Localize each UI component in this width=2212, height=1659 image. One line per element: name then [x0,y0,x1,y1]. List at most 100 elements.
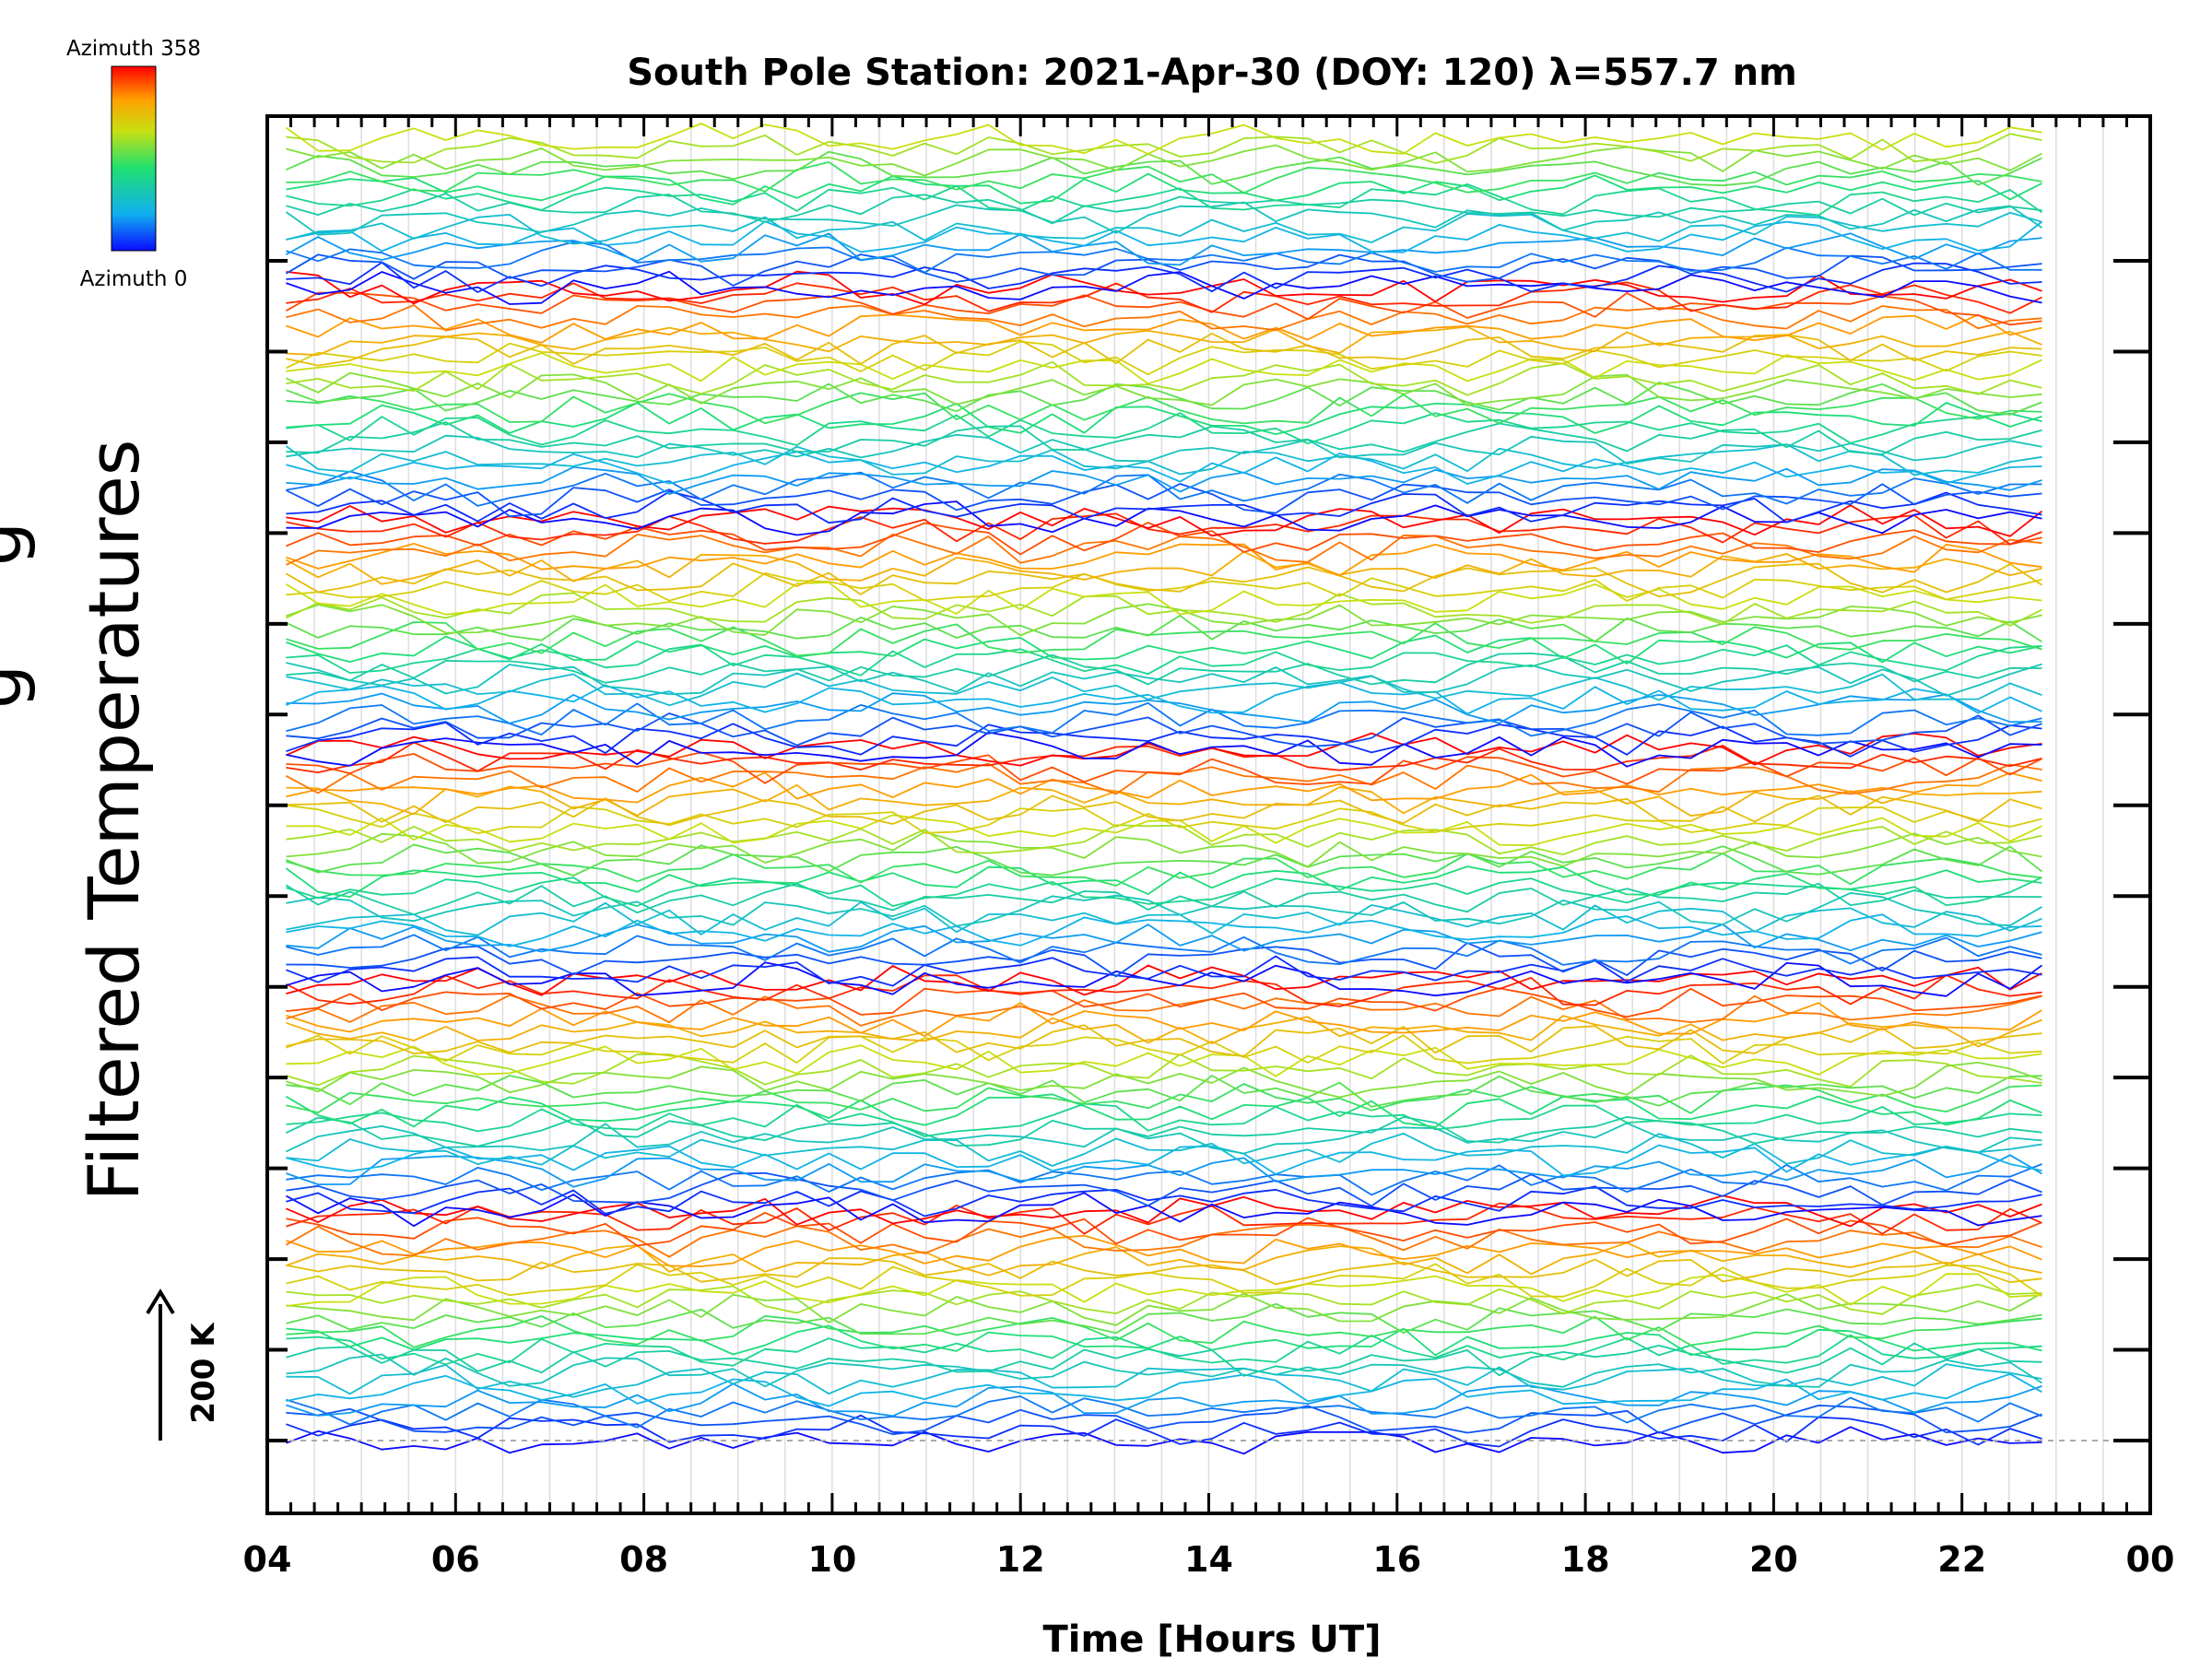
azimuth-trace [286,662,2042,697]
x-tick-label: 16 [1372,1539,1421,1580]
azimuth-trace [286,1154,2042,1188]
azimuth-trace [286,270,2042,305]
azimuth-trace [286,1363,2042,1398]
azimuth-trace [285,201,2043,236]
x-tick-label: 12 [996,1539,1045,1580]
azimuth-trace [286,1283,2042,1315]
azimuth-trace [286,466,2042,495]
azimuth-trace [286,1315,2042,1348]
azimuth-trace [286,470,2042,507]
x-tick-label: 18 [1561,1539,1610,1580]
axis-ticks [265,116,2152,1513]
azimuth-trace [286,681,2042,715]
azimuth-trace [286,1372,2042,1407]
azimuth-trace [286,843,2043,877]
azimuth-trace [285,123,2042,155]
azimuth-trace [286,504,2043,537]
azimuth-trace [286,183,2043,217]
azimuth-trace [286,603,2042,637]
azimuth-trace [286,1257,2042,1286]
azimuth-trace [286,711,2042,747]
azimuth-trace [286,614,2042,643]
azimuth-trace [286,193,2042,225]
azimuth-trace [286,1241,2042,1277]
azimuth-trace [286,211,2042,245]
azimuth-trace [286,1062,2042,1099]
azimuth-trace [286,392,2042,425]
azimuth-trace [286,1024,2042,1058]
azimuth-trace [286,1075,2042,1108]
azimuth-trace [286,1083,2042,1114]
x-tick-label: 00 [2126,1539,2175,1580]
azimuth-trace [286,313,2042,344]
azimuth-trace [286,172,2042,206]
azimuth-trace [286,1302,2042,1335]
x-tick-label: 04 [243,1539,292,1580]
azimuth-trace [286,340,2042,376]
azimuth-trace [286,1002,2042,1037]
azimuth-trace [286,1194,2042,1228]
azimuth-trace [286,1292,2042,1326]
azimuth-trace [286,325,2042,357]
azimuth-trace [286,831,2042,868]
x-tick-label: 22 [1937,1539,1986,1580]
azimuth-trace [286,1353,2042,1388]
azimuth-trace [286,451,2042,485]
y-axis-label-clipped-2: g [0,522,37,566]
colorbar-top-label: Azimuth 358 [66,37,201,61]
azimuth-trace [286,1044,2042,1077]
azimuth-trace [286,412,2042,446]
azimuth-trace [286,783,2042,817]
azimuth-trace [286,304,2042,332]
azimuth-trace [285,1093,2042,1128]
azimuth-trace [286,824,2042,856]
azimuth-trace [286,731,2042,768]
colorbar [111,65,157,252]
colorbar-bottom-label: Azimuth 0 [80,267,188,291]
azimuth-trace [286,352,2042,385]
azimuth-trace [285,865,2042,898]
scale-label: 200 K [185,1322,222,1424]
azimuth-trace [286,924,2042,953]
scale-arrowhead [146,1288,175,1315]
azimuth-trace [286,1163,2042,1196]
azimuth-trace [285,1192,2042,1228]
azimuth-trace [286,490,2042,524]
azimuth-trace [286,1133,2042,1167]
azimuth-trace [286,433,2042,465]
azimuth-trace [286,270,2042,306]
azimuth-trace [286,701,2042,737]
azimuth-trace [286,1263,2043,1298]
azimuth-trace [286,1116,2042,1147]
azimuth-trace [286,1324,2042,1357]
x-tick-label: 06 [431,1539,480,1580]
azimuth-trace [286,621,2042,657]
azimuth-trace [286,571,2042,602]
azimuth-trace [286,1211,2042,1247]
azimuth-trace [286,934,2042,966]
azimuth-trace [285,550,2042,585]
azimuth-trace [286,1382,2042,1418]
y-axis-label-clipped: g [0,665,37,709]
azimuth-trace [286,1144,2042,1177]
x-tick-label: 10 [807,1539,856,1580]
azimuth-trace [286,371,2042,406]
azimuth-trace [286,892,2042,927]
azimuth-trace [286,592,2042,627]
azimuth-trace [286,360,2042,396]
x-tick-label: 20 [1749,1539,1798,1580]
x-tick-label: 14 [1184,1539,1233,1580]
azimuth-trace [286,1273,2042,1307]
azimuth-trace [286,955,2042,987]
azimuth-trace [286,382,2042,416]
azimuth-trace [286,483,2042,518]
azimuth-trace [286,771,2042,804]
azimuth-trace [286,1102,2042,1137]
azimuth-trace [286,1414,2042,1448]
azimuth-trace [286,512,2042,546]
azimuth-trace [286,150,2042,187]
x-axis-label: Time [Hours UT] [1043,1618,1382,1659]
azimuth-trace [286,741,2042,773]
azimuth-trace [285,582,2042,616]
